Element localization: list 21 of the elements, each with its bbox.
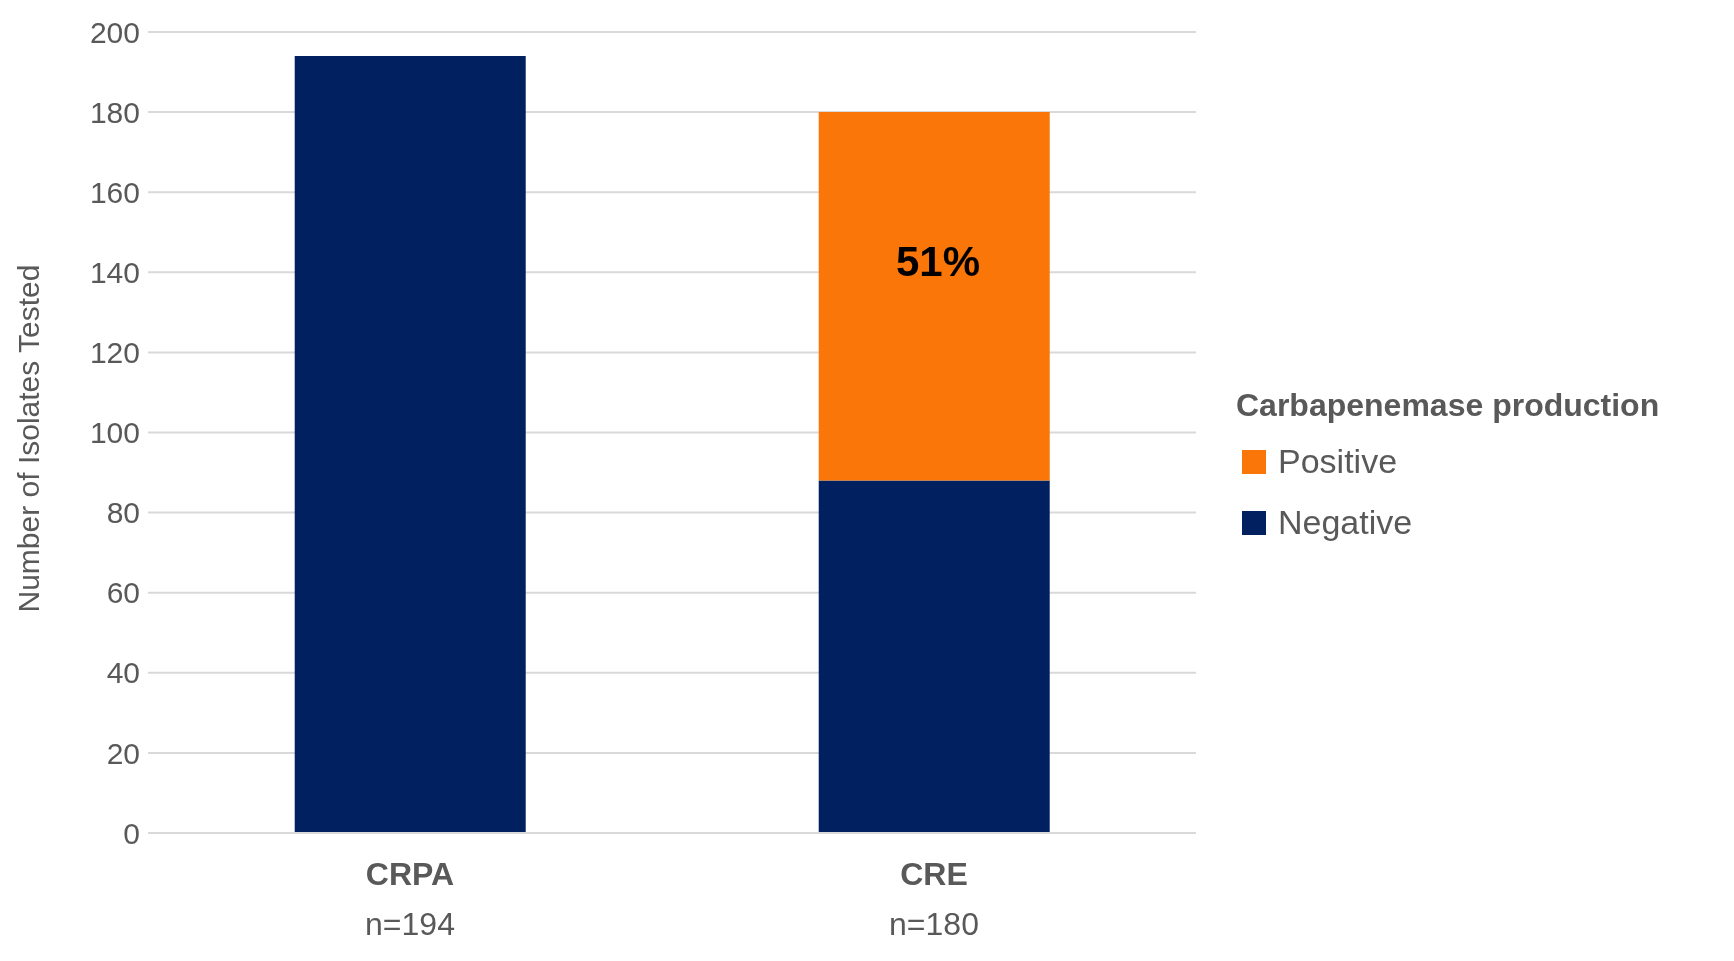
y-tick-label: 180 bbox=[89, 95, 140, 129]
y-tick-label: 0 bbox=[123, 816, 140, 850]
legend-title: Carbapenemase production bbox=[1236, 387, 1661, 424]
annotation: 51% bbox=[894, 238, 982, 286]
legend-label: Positive bbox=[1277, 442, 1399, 481]
bar bbox=[818, 480, 1050, 833]
y-axis-title: Number of Isolates Tested bbox=[11, 264, 45, 613]
y-tick-label: 100 bbox=[89, 416, 140, 450]
y-tick-label: 140 bbox=[89, 255, 140, 289]
bar bbox=[294, 56, 526, 833]
x-tick-label: CRE n=180 bbox=[889, 856, 979, 942]
y-tick-label: 160 bbox=[89, 175, 140, 209]
legend-label: Negative bbox=[1277, 503, 1414, 542]
y-tick-label: 20 bbox=[106, 736, 140, 770]
bar bbox=[818, 112, 1050, 481]
x-tick-label: CRPA n=194 bbox=[365, 856, 455, 942]
y-tick-label: 40 bbox=[106, 656, 140, 690]
y-tick-label: 80 bbox=[106, 496, 140, 530]
y-tick-label: 200 bbox=[89, 15, 140, 49]
y-tick-label: 60 bbox=[106, 576, 140, 610]
y-tick-label: 120 bbox=[89, 336, 140, 370]
